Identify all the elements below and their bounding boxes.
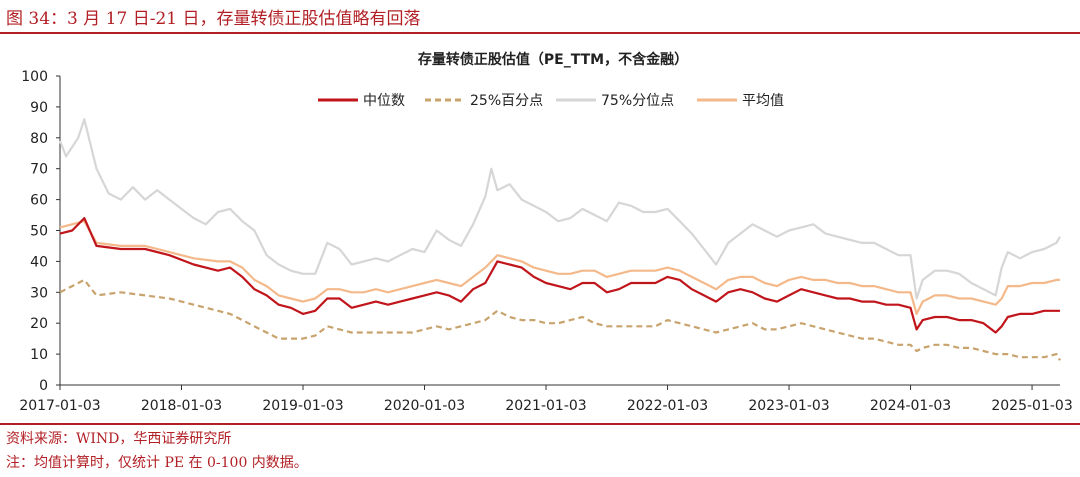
legend-label: 75%分位点	[601, 93, 674, 109]
y-tick-label: 30	[30, 285, 48, 301]
x-tick-label: 2022-01-03	[627, 398, 708, 414]
chart-title: 存量转债正股估值（PE_TTM，不含金融）	[418, 51, 688, 68]
y-tick-label: 0	[39, 378, 48, 394]
x-tick-label: 2020-01-03	[384, 398, 465, 414]
x-tick-label: 2024-01-03	[870, 398, 951, 414]
x-tick-label: 2018-01-03	[141, 398, 222, 414]
legend-label: 25%百分点	[470, 93, 543, 109]
source-note: 资料来源：WIND，华西证券研究所	[6, 431, 232, 447]
legend-label: 中位数	[363, 93, 405, 109]
x-tick-label: 2023-01-03	[748, 398, 829, 414]
y-tick-label: 20	[30, 316, 48, 332]
legend-label: 平均值	[742, 93, 784, 109]
y-tick-label: 100	[21, 69, 48, 85]
y-tick-label: 40	[30, 254, 48, 270]
pe-chart: 存量转债正股估值（PE_TTM，不含金融） 中位数 25%百分点 75%分位点 平均值…	[19, 51, 1072, 414]
y-tick-label: 80	[30, 131, 48, 147]
series-line	[58, 118, 1061, 300]
y-tick-label: 70	[30, 162, 48, 178]
series-line	[59, 220, 1060, 315]
x-tick-label: 2019-01-03	[262, 398, 343, 414]
chart-axes: 0 10 20 30 40 50 60 70 80 90 100 2017-01-03 2018-01-…	[19, 69, 1072, 414]
x-tick-label: 2025-01-03	[991, 398, 1072, 414]
chart-series	[58, 118, 1061, 361]
y-tick-label: 60	[30, 193, 48, 209]
title-divider	[0, 32, 1080, 34]
series-line	[59, 278, 1061, 361]
footer-divider	[0, 423, 1080, 425]
x-tick-label: 2017-01-03	[19, 398, 100, 414]
y-tick-label: 10	[30, 347, 48, 363]
chart-legend: 中位数 25%百分点 75%分位点 平均值	[318, 93, 784, 109]
x-tick-label: 2021-01-03	[505, 398, 586, 414]
y-tick-label: 50	[30, 224, 48, 240]
footnote: 注：均值计算时，仅统计 PE 在 0-100 内数据。	[6, 455, 308, 471]
series-line	[59, 217, 1060, 334]
figure-title: 图 34：3 月 17 日-21 日，存量转债正股估值略有回落	[6, 9, 421, 29]
y-tick-label: 90	[30, 100, 48, 116]
